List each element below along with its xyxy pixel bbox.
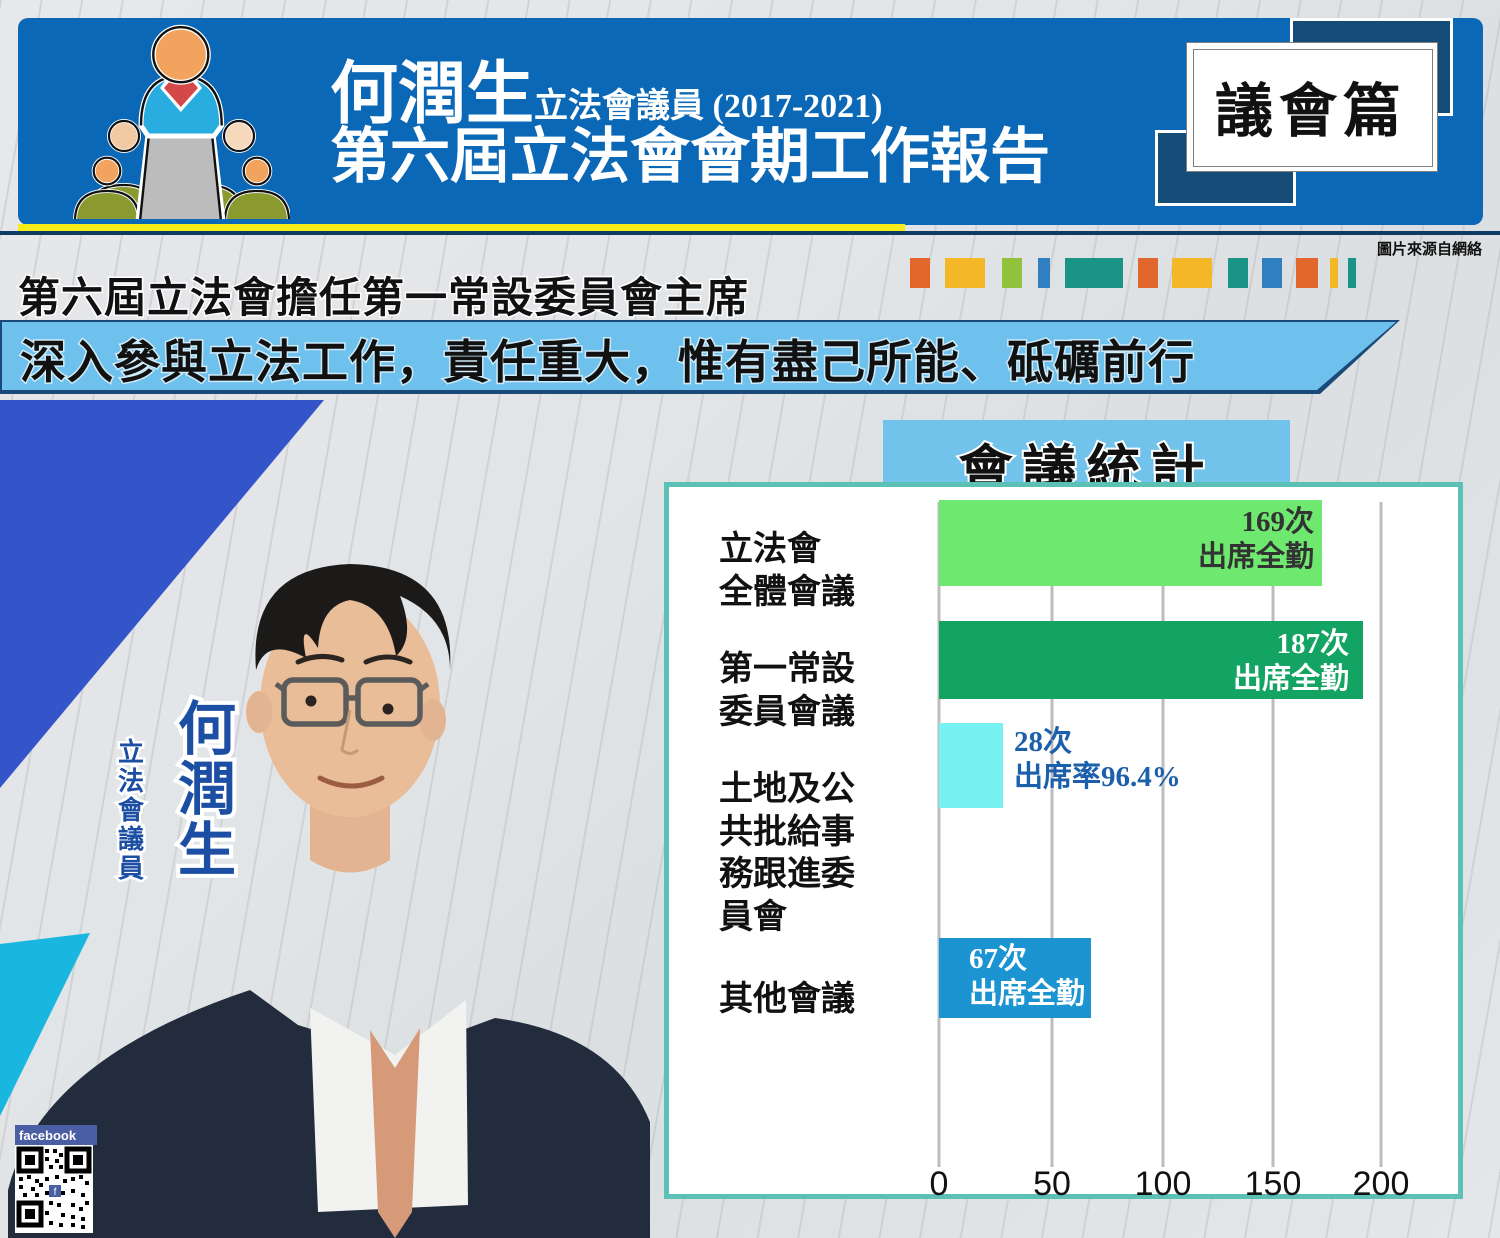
svg-text:f: f (54, 1187, 57, 1198)
